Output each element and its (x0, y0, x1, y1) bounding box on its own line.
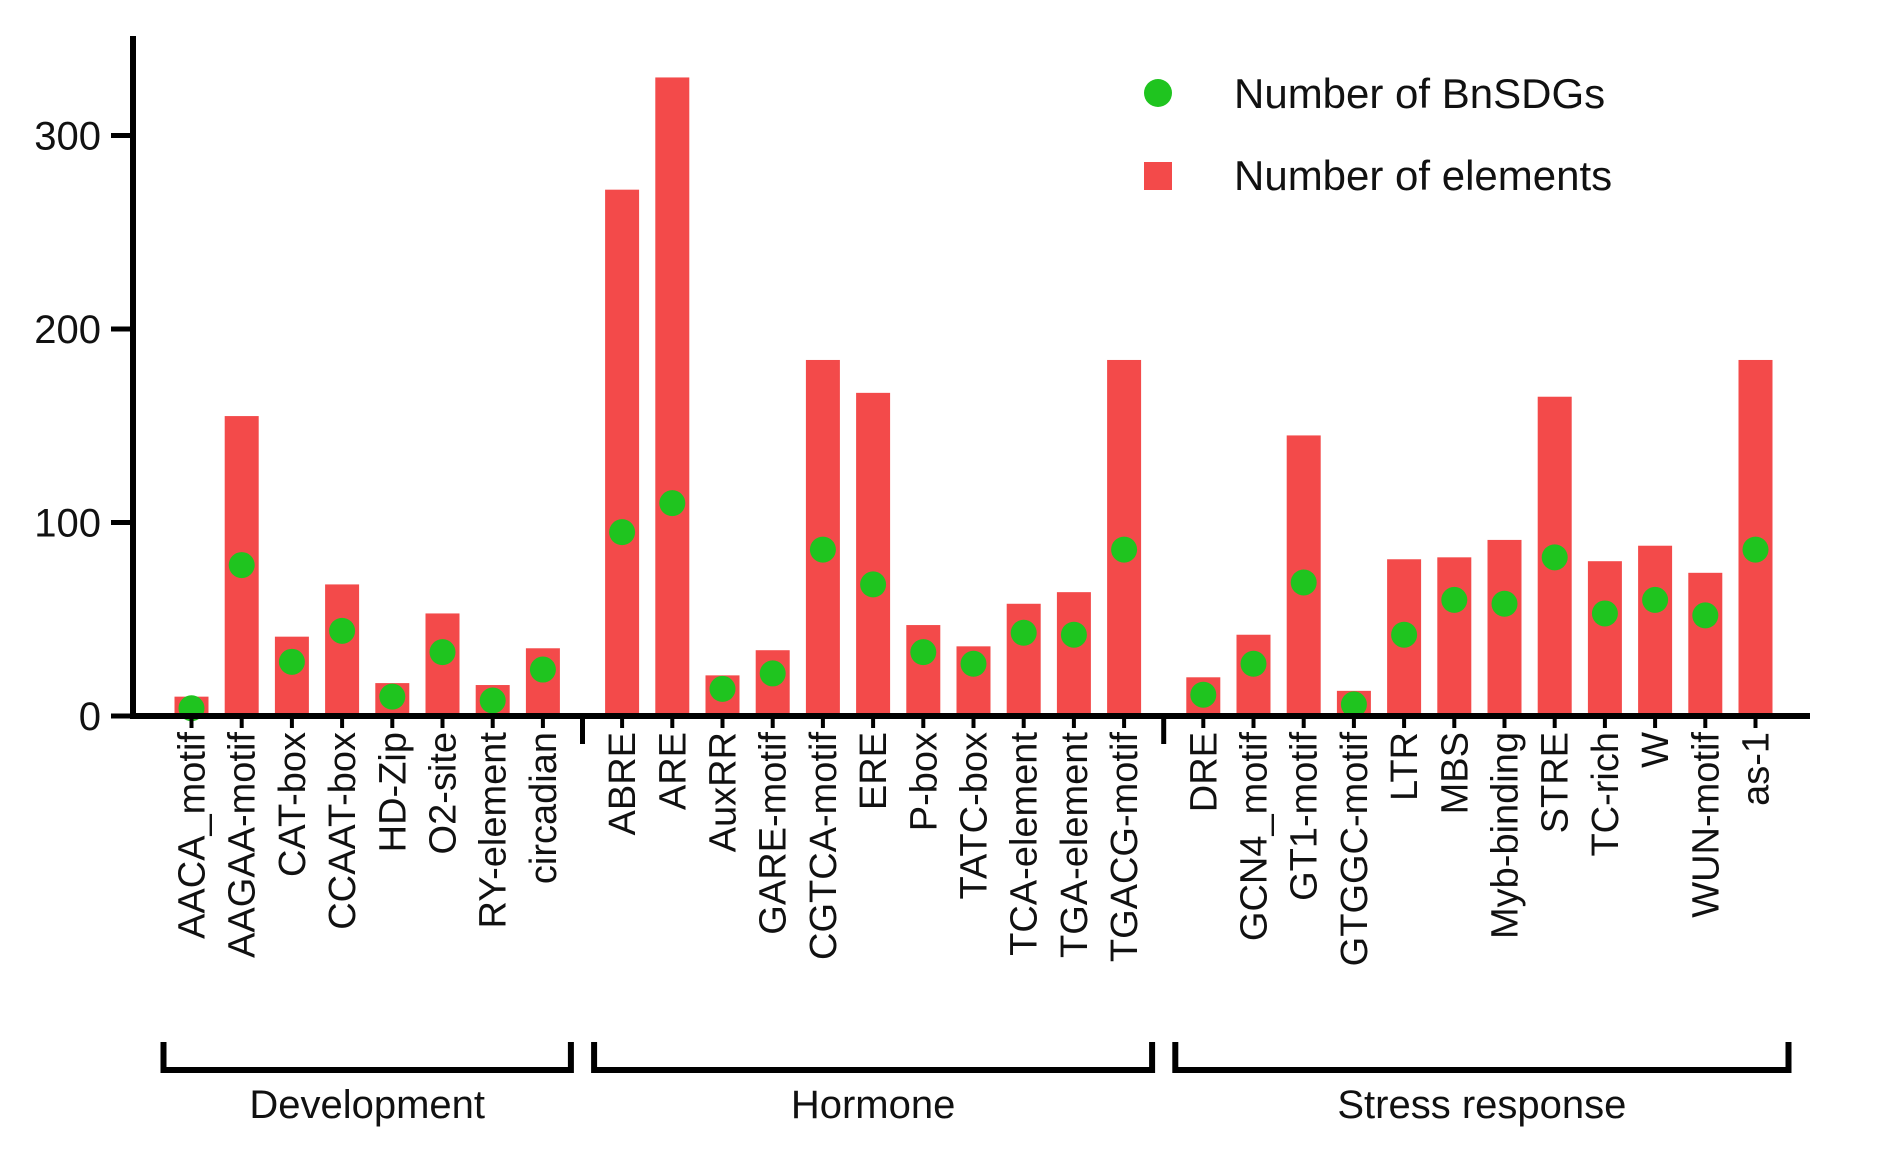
point-as-1 (1742, 536, 1769, 563)
point-HD-Zip (379, 683, 406, 710)
point-GTGGC-motif (1340, 691, 1367, 718)
point-P-box (910, 639, 937, 666)
point-STRE (1541, 544, 1568, 571)
legend-label-bnsdgs: Number of BnSDGs (1234, 70, 1605, 117)
group-label-stress-response: Stress response (1337, 1083, 1626, 1127)
point-AAGAA-motif (228, 552, 255, 579)
category-label-TATC-box: TATC-box (954, 732, 996, 900)
category-label-TGACG-motif: TGACG-motif (1104, 732, 1146, 963)
category-label-GTGGC-motif: GTGGC-motif (1334, 732, 1376, 967)
category-label-AACA_motif: AACA_motif (172, 732, 214, 939)
legend: Number of BnSDGs Number of elements (1144, 70, 1612, 199)
point-TGA-element (1060, 621, 1087, 648)
category-label-HD-Zip: HD-Zip (372, 732, 414, 852)
category-label-CGTCA-motif: CGTCA-motif (803, 732, 845, 960)
bar-Myb-binding (1487, 539, 1522, 716)
category-label-as-1: as-1 (1736, 732, 1778, 806)
point-WUN-motif (1692, 602, 1719, 629)
category-label-W: W (1635, 732, 1677, 768)
category-label-TGA-element: TGA-element (1054, 732, 1096, 958)
point-RY-element (479, 687, 506, 714)
point-ERE (860, 571, 887, 598)
y-tick-label: 0 (79, 695, 101, 739)
bar-CCAAT-box (325, 584, 360, 716)
category-label-GARE-motif: GARE-motif (753, 732, 795, 935)
group-brackets: Development Hormone Stress response (160, 1042, 1792, 1127)
point-series (178, 490, 1769, 722)
group-bracket (591, 1042, 1156, 1073)
point-CCAAT-box (329, 617, 356, 644)
category-label-ABRE: ABRE (602, 732, 644, 835)
category-label-circadian: circadian (523, 732, 565, 884)
bar-CAT-box (274, 636, 309, 716)
group-bracket (1172, 1042, 1792, 1073)
bar-P-box (906, 625, 941, 716)
category-labels: AACA_motif AAGAA-motif CAT-box CCAAT-box HD-… (172, 732, 1778, 967)
category-label-CCAAT-box: CCAAT-box (322, 732, 364, 930)
category-label-LTR: LTR (1384, 732, 1426, 801)
point-TGACG-motif (1111, 536, 1138, 563)
point-ARE (659, 490, 686, 517)
point-TCA-element (1010, 619, 1037, 646)
category-label-TCA-element: TCA-element (1004, 732, 1046, 956)
point-Myb-binding (1491, 590, 1518, 617)
legend-label-elements: Number of elements (1234, 152, 1612, 199)
legend-point-marker (1144, 79, 1172, 107)
category-label-GT1-motif: GT1-motif (1284, 732, 1326, 901)
point-GARE-motif (759, 660, 786, 687)
point-GT1-motif (1290, 569, 1317, 596)
point-AuxRR (709, 675, 736, 702)
category-label-TC-rich: TC-rich (1585, 732, 1627, 857)
category-label-AAGAA-motif: AAGAA-motif (222, 732, 264, 958)
category-label-GCN4_motif: GCN4_motif (1234, 732, 1276, 941)
category-label-AuxRR: AuxRR (703, 732, 745, 852)
point-circadian (529, 656, 556, 683)
legend-bar-marker (1144, 162, 1172, 190)
category-label-O2-site: O2-site (423, 732, 465, 854)
point-CGTCA-motif (809, 536, 836, 563)
category-label-ARE: ARE (652, 732, 694, 810)
category-label-WUN-motif: WUN-motif (1685, 732, 1727, 918)
bar-WUN-motif (1688, 572, 1723, 716)
y-tick-label: 300 (34, 115, 101, 159)
point-CAT-box (278, 648, 305, 675)
point-ABRE (609, 519, 636, 546)
category-label-DRE: DRE (1183, 732, 1225, 812)
y-tick-label: 200 (34, 308, 101, 352)
group-label-development: Development (249, 1083, 485, 1127)
point-TATC-box (960, 650, 987, 677)
category-label-Myb-binding: Myb-binding (1485, 732, 1527, 939)
category-label-P-box: P-box (903, 732, 945, 831)
category-label-STRE: STRE (1535, 732, 1577, 833)
point-W (1642, 586, 1669, 613)
bar-ERE (856, 392, 891, 716)
bar-ABRE (605, 189, 640, 716)
axes: 0 100 200 300 (34, 36, 1810, 744)
point-O2-site (429, 639, 456, 666)
point-LTR (1391, 621, 1418, 648)
bar-W (1638, 545, 1673, 716)
point-MBS (1441, 586, 1468, 613)
category-label-RY-element: RY-element (473, 732, 515, 929)
point-TC-rich (1591, 600, 1618, 627)
group-label-hormone: Hormone (791, 1083, 956, 1127)
category-label-MBS: MBS (1434, 732, 1476, 814)
bar-MBS (1437, 557, 1472, 716)
y-tick-label: 100 (34, 502, 101, 546)
group-bracket (160, 1042, 574, 1073)
point-GCN4_motif (1240, 650, 1267, 677)
point-DRE (1190, 681, 1217, 708)
category-label-CAT-box: CAT-box (272, 732, 314, 877)
bar-ARE (655, 77, 690, 716)
category-label-ERE: ERE (853, 732, 895, 810)
bar-TGA-element (1056, 592, 1091, 716)
bar-TC-rich (1587, 561, 1622, 716)
